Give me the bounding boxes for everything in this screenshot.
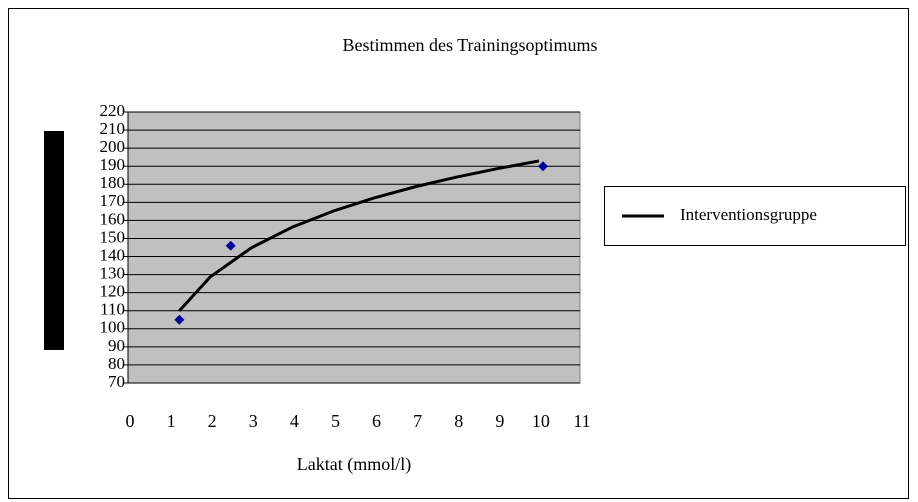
y-tick-label: 110 xyxy=(100,300,125,319)
y-tick-label: 220 xyxy=(100,101,126,120)
y-tick-label: 120 xyxy=(100,282,126,301)
plot-area xyxy=(127,111,581,384)
y-tick-label: 140 xyxy=(100,245,126,264)
y-tick-label: 160 xyxy=(100,209,126,228)
x-axis-label: Laktat (mmol/l) xyxy=(297,454,411,475)
y-tick-label: 190 xyxy=(100,155,126,174)
legend-label: Interventionsgruppe xyxy=(680,205,817,224)
y-tick-label: 100 xyxy=(100,318,126,337)
y-axis-label-redacted xyxy=(44,131,64,350)
y-tick-label: 180 xyxy=(100,173,126,192)
data-point xyxy=(225,240,236,251)
x-tick-label: 8 xyxy=(454,411,463,431)
y-tick-label: 210 xyxy=(100,119,126,138)
x-tick-label: 0 xyxy=(126,411,135,431)
y-tick-label: 70 xyxy=(108,372,125,391)
x-tick-label: 3 xyxy=(249,411,258,431)
x-tick-label: 4 xyxy=(290,411,299,431)
x-tick-label: 7 xyxy=(413,411,422,431)
trend-line xyxy=(178,159,540,312)
data-point xyxy=(538,161,549,172)
x-tick-label: 6 xyxy=(372,411,381,431)
y-tick-label: 150 xyxy=(100,227,126,246)
y-tick-label: 170 xyxy=(100,191,126,210)
x-tick-label: 9 xyxy=(495,411,504,431)
data-point xyxy=(174,314,185,325)
x-tick-label: 10 xyxy=(532,411,550,431)
chart-title: Bestimmen des Trainingsoptimums xyxy=(342,35,597,55)
x-tick-label: 2 xyxy=(208,411,217,431)
y-tick-label: 80 xyxy=(108,354,125,373)
y-tick-label: 90 xyxy=(108,336,125,355)
x-tick-label: 1 xyxy=(167,411,176,431)
x-tick-label: 5 xyxy=(331,411,340,431)
y-tick-label: 200 xyxy=(100,137,126,156)
x-tick-label: 11 xyxy=(573,411,590,431)
y-tick-label: 130 xyxy=(100,264,126,283)
